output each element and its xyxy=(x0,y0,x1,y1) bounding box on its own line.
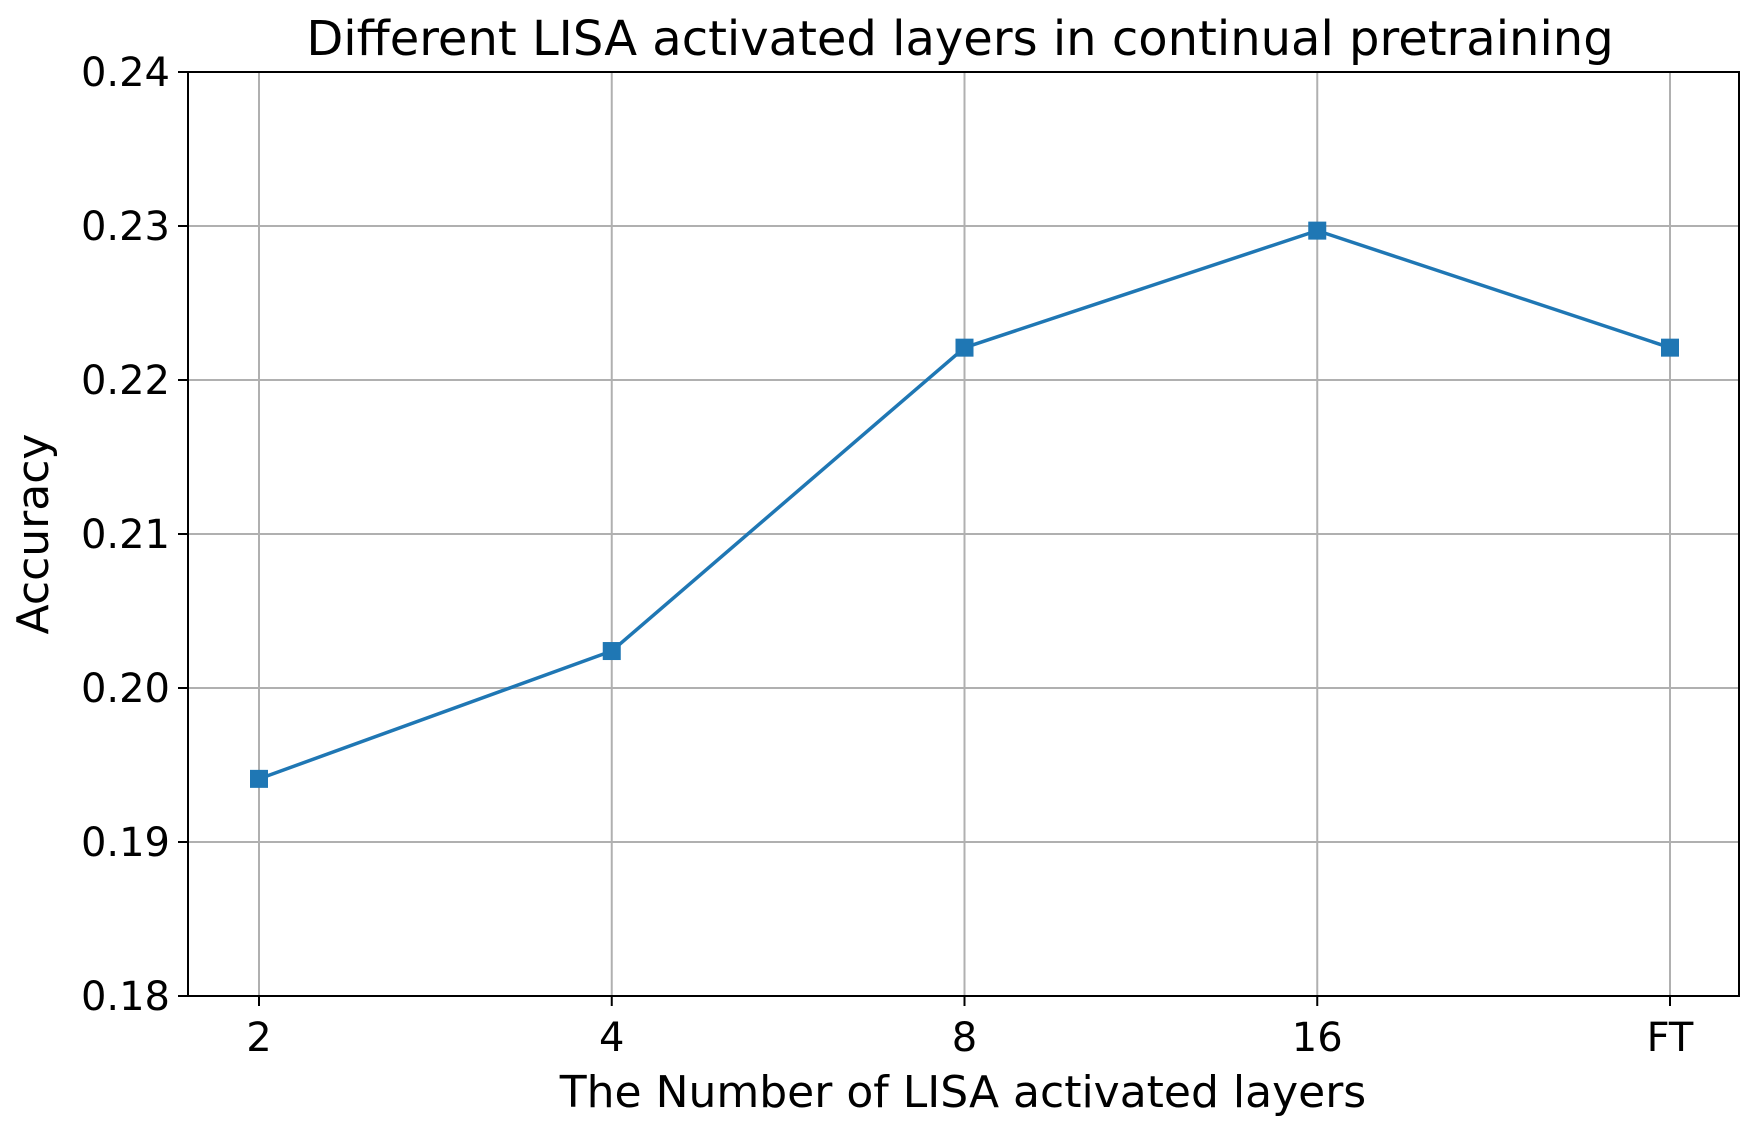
data-series xyxy=(250,221,1679,788)
y-tick-label: 0.19 xyxy=(81,820,170,866)
x-tick-label: 2 xyxy=(246,1015,271,1061)
data-point-marker xyxy=(1308,221,1327,240)
y-tick-label: 0.24 xyxy=(81,50,170,96)
x-tick-label: FT xyxy=(1647,1015,1694,1061)
y-tick-label: 0.23 xyxy=(81,204,170,250)
y-tick-label: 0.18 xyxy=(81,974,170,1020)
x-tick-label: 4 xyxy=(599,1015,624,1061)
x-axis-label: The Number of LISA activated layers xyxy=(559,1067,1366,1118)
y-tick-label: 0.22 xyxy=(81,358,170,404)
chart-title: Different LISA activated layers in conti… xyxy=(306,11,1613,67)
x-axis-ticks: 2 4 8 16 FT xyxy=(246,996,1694,1061)
y-tick-label: 0.21 xyxy=(81,512,170,558)
grid-lines xyxy=(188,71,1739,997)
y-axis-ticks: 0.18 0.19 0.20 0.21 0.22 0.23 0.24 xyxy=(81,50,188,1020)
x-tick-label: 8 xyxy=(952,1015,977,1061)
y-tick-label: 0.20 xyxy=(81,666,170,712)
data-point-marker xyxy=(1661,338,1679,357)
y-axis-label: Accuracy xyxy=(8,434,59,635)
data-point-marker xyxy=(250,769,268,788)
x-tick-label: 16 xyxy=(1292,1015,1343,1061)
data-point-marker xyxy=(602,642,621,661)
data-point-marker xyxy=(955,338,974,357)
